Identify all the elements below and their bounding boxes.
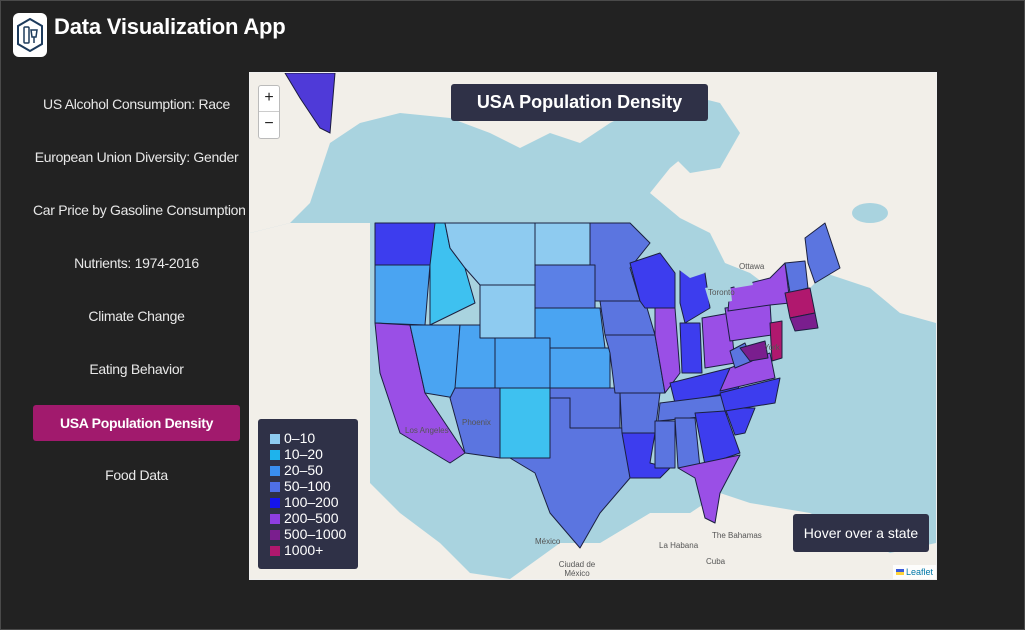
app-header: Data Visualization App	[0, 0, 1025, 60]
choropleth-map[interactable]: Ottawa Toronto York Los Angeles Phoenix …	[249, 72, 937, 580]
label-la-habana: La Habana	[659, 541, 699, 550]
legend-label: 1000+	[284, 542, 324, 558]
attribution-link[interactable]: Leaflet	[905, 567, 933, 577]
legend-label: 20–50	[284, 462, 323, 478]
label-new-york: York	[764, 343, 780, 352]
legend-row: 10–20	[270, 447, 323, 462]
app-logo	[13, 13, 47, 57]
nav-item-food-data[interactable]: Food Data	[105, 467, 168, 483]
label-los-angeles: Los Angeles	[405, 426, 449, 435]
legend-row: 500–1000	[270, 527, 346, 542]
legend-label: 50–100	[284, 478, 331, 494]
legend-row: 20–50	[270, 463, 323, 478]
label-toronto: Toronto	[708, 288, 735, 297]
map-attribution[interactable]: Leaflet	[892, 565, 936, 579]
nav-item-climate-change[interactable]: Climate Change	[88, 308, 185, 324]
legend-label: 500–1000	[284, 526, 347, 542]
legend-swatch	[270, 434, 280, 444]
hover-info-box: Hover over a state	[793, 514, 929, 552]
legend-label: 200–500	[284, 510, 339, 526]
label-cuba: Cuba	[706, 557, 726, 566]
label-ciudad-de-mexico: Ciudad de México	[558, 560, 596, 578]
states-layer	[374, 222, 841, 549]
app-title: Data Visualization App	[54, 14, 286, 39]
zoom-in-button[interactable]: +	[259, 86, 279, 112]
map-title: USA Population Density	[451, 84, 708, 121]
nav-item-eating-behavior[interactable]: Eating Behavior	[89, 361, 184, 377]
legend-row: 1000+	[270, 543, 323, 558]
legend-label: 10–20	[284, 446, 323, 462]
nav-item-us-alcohol-consumption[interactable]: US Alcohol Consumption: Race	[43, 96, 230, 112]
label-phoenix: Phoenix	[462, 418, 491, 427]
legend-row: 0–10	[270, 431, 315, 446]
ukraine-flag-icon	[895, 569, 904, 575]
legend-swatch	[270, 530, 280, 540]
zoom-control: + −	[258, 85, 280, 139]
nav-item-eu-diversity[interactable]: European Union Diversity: Gender	[34, 149, 239, 165]
nav-item-car-price[interactable]: Car Price by Gasoline Consumption	[33, 202, 246, 218]
legend-label: 100–200	[284, 494, 339, 510]
legend-swatch	[270, 450, 280, 460]
legend-row: 50–100	[270, 479, 331, 494]
legend-row: 200–500	[270, 511, 339, 526]
legend-swatch	[270, 482, 280, 492]
bottle-glass-logo-icon	[17, 18, 43, 52]
nav-item-usa-population-density[interactable]: USA Population Density	[33, 405, 240, 441]
legend-swatch	[270, 466, 280, 476]
legend-swatch	[270, 498, 280, 508]
legend-swatch	[270, 514, 280, 524]
nav-item-nutrients[interactable]: Nutrients: 1974-2016	[74, 255, 199, 271]
legend-row: 100–200	[270, 495, 339, 510]
legend-swatch	[270, 546, 280, 556]
label-mexico: México	[535, 537, 561, 546]
label-ottawa: Ottawa	[739, 262, 765, 271]
density-legend: 0–10 10–20 20–50 50–100 100–200 200–500 …	[258, 419, 358, 569]
label-bahamas: The Bahamas	[712, 531, 762, 540]
zoom-out-button[interactable]: −	[264, 115, 274, 132]
legend-label: 0–10	[284, 430, 316, 446]
